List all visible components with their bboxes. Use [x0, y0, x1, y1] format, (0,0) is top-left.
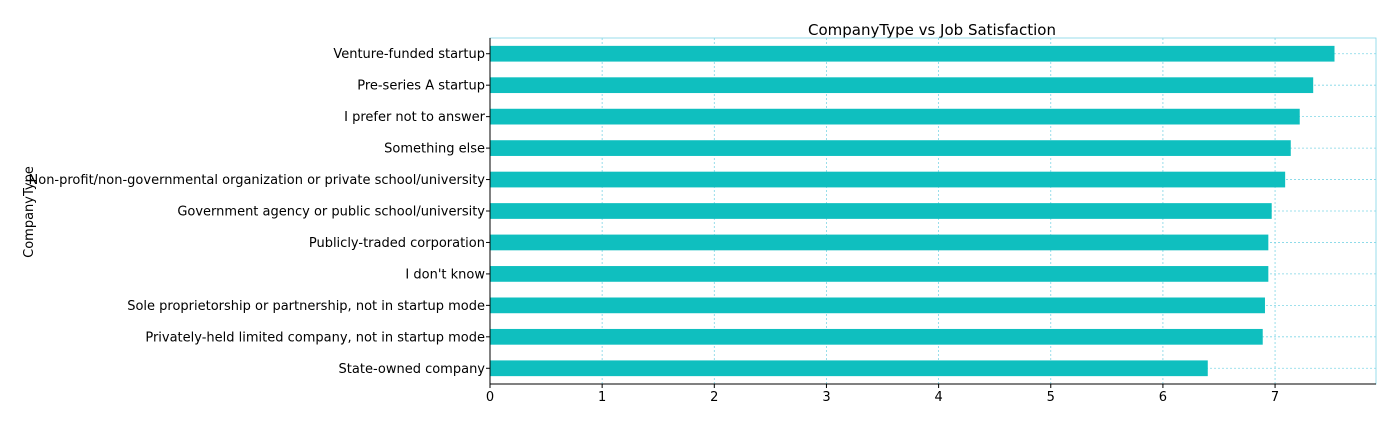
- category-label: Sole proprietorship or partnership, not …: [127, 299, 485, 314]
- y-axis-label: CompanyType: [22, 166, 37, 258]
- bar: [490, 266, 1269, 282]
- bar: [490, 328, 1263, 345]
- bar: [490, 360, 1208, 377]
- category-label: Venture-funded startup: [333, 47, 485, 62]
- bar: [490, 140, 1291, 156]
- bar: [490, 77, 1314, 94]
- bar: [490, 171, 1286, 188]
- category-label: Privately-held limited company, not in s…: [145, 330, 485, 345]
- category-label: Something else: [384, 142, 485, 157]
- x-tick-label: 0: [486, 390, 494, 405]
- category-label: Government agency or public school/unive…: [177, 205, 485, 220]
- axis-layer: 0 1 2 3 4 5 6 7: [486, 37, 1377, 405]
- x-tick-label: 1: [598, 390, 606, 405]
- bar: [490, 297, 1265, 314]
- category-label: Non-profit/non-governmental organization…: [29, 173, 486, 188]
- chart-title: CompanyType vs Job Satisfaction: [808, 21, 1056, 39]
- x-tick-label: 6: [1159, 390, 1167, 405]
- category-label: I don't know: [405, 267, 485, 282]
- category-labels: Venture-funded startup Pre-series A start…: [29, 47, 486, 377]
- bar: [490, 203, 1272, 219]
- x-tick-label: 2: [710, 390, 718, 405]
- bar: [490, 234, 1269, 251]
- category-label: Publicly-traded corporation: [309, 236, 485, 251]
- x-tick-label: 5: [1047, 390, 1055, 405]
- bar: [490, 45, 1335, 62]
- category-label: State-owned company: [339, 362, 486, 377]
- bar-layer: [490, 45, 1335, 377]
- x-tick-label: 3: [822, 390, 830, 405]
- category-label: Pre-series A startup: [357, 79, 485, 94]
- x-tick-label: 4: [934, 390, 942, 405]
- x-tick-label: 7: [1271, 390, 1279, 405]
- category-label: I prefer not to answer: [344, 110, 486, 125]
- bar: [490, 108, 1300, 125]
